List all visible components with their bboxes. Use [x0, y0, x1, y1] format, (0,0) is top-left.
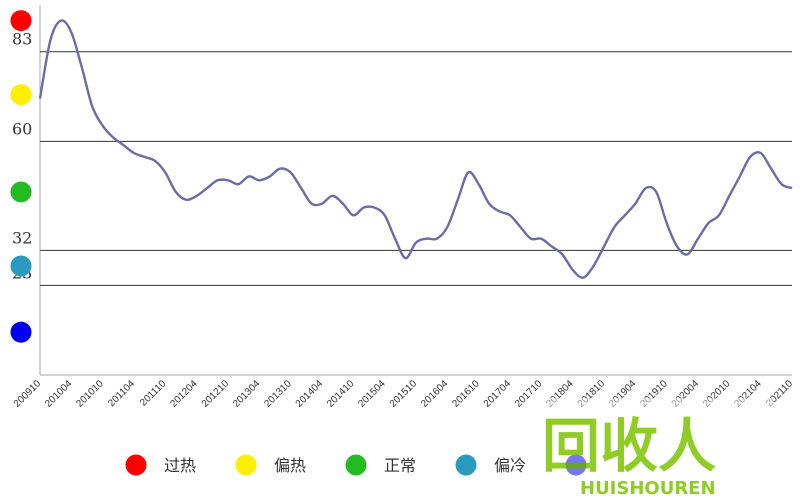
- level-dot: [10, 84, 32, 106]
- x-tick-label: 201610: [450, 378, 482, 410]
- x-tick-label: 201104: [106, 378, 137, 409]
- legend-label: 偏冷: [494, 456, 526, 475]
- legend-dot: [455, 454, 477, 476]
- x-tick-label: 201510: [388, 378, 420, 410]
- legend-dot: [345, 454, 367, 476]
- x-tick-label: 201110: [138, 378, 169, 409]
- series-line: [38, 19, 793, 279]
- x-tick-label: 201410: [325, 378, 357, 410]
- level-dot: [10, 10, 32, 32]
- legend-label: 偏热: [274, 456, 306, 475]
- x-tick-label: 201304: [231, 378, 263, 410]
- level-indicator-dots: [10, 10, 32, 343]
- y-tick-labels: 83603223: [12, 30, 32, 283]
- legend-dot: [125, 454, 147, 476]
- legend-label: 过热: [164, 456, 196, 475]
- huishouren-watermark-logo: 回收人 HUISHOUREN: [534, 398, 774, 499]
- y-tick-label: 83: [12, 30, 32, 49]
- x-tick-label: 201204: [168, 378, 200, 410]
- x-tick-label: 201310: [262, 378, 294, 410]
- level-dot: [10, 181, 32, 203]
- series-lines: [38, 19, 793, 279]
- watermark-backdrop: [534, 398, 774, 496]
- legend: 过热 偏热 正常 偏冷: [125, 454, 587, 476]
- x-tick-label: 201604: [419, 378, 451, 410]
- legend-dot: [235, 454, 257, 476]
- x-tick-label: 201004: [43, 378, 75, 410]
- x-tick-label: 201404: [294, 378, 326, 410]
- watermark-cn-text: 回收人: [542, 412, 716, 480]
- x-tick-label: 201504: [356, 378, 388, 410]
- legend-label: 正常: [384, 456, 416, 475]
- x-tick-label: 201210: [200, 378, 232, 410]
- y-tick-label: 32: [12, 228, 32, 247]
- level-dot: [10, 321, 32, 343]
- x-tick-label: 200910: [12, 378, 44, 410]
- y-tick-label: 60: [12, 119, 32, 138]
- legend-dot: [565, 454, 587, 476]
- x-tick-label: 201010: [74, 378, 106, 410]
- x-tick-label: 201704: [482, 378, 514, 410]
- watermark-en-text: HUISHOUREN: [580, 478, 716, 499]
- level-dot: [10, 255, 32, 277]
- threshold-lines: [40, 51, 792, 286]
